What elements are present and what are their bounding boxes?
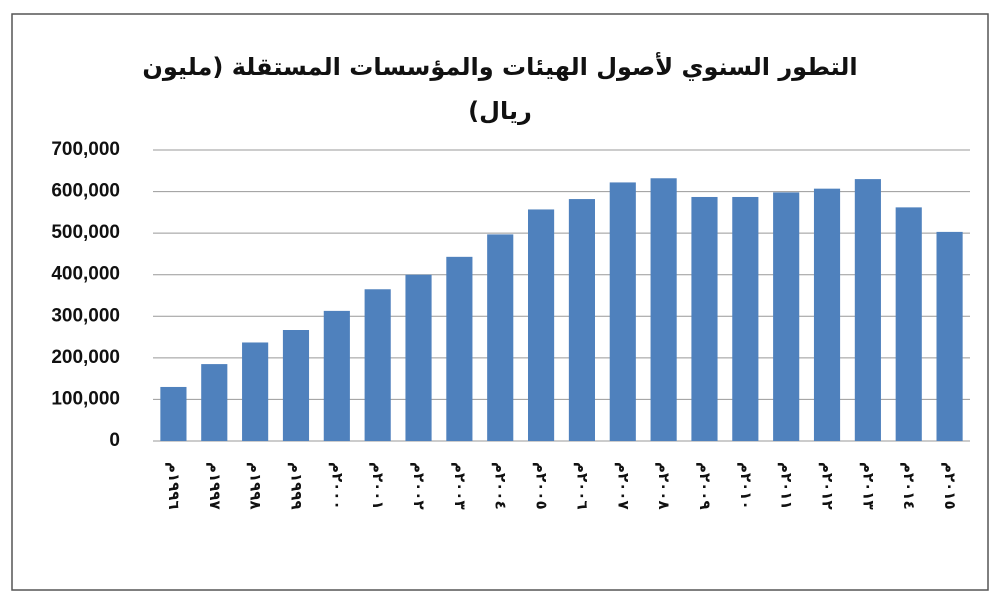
bar	[773, 192, 800, 441]
bar	[242, 342, 269, 441]
y-tick-label: 200,000	[51, 347, 120, 368]
y-tick-label: 0	[109, 430, 120, 451]
bar	[650, 178, 677, 442]
y-tick-label: 400,000	[51, 264, 120, 285]
x-tick-label: ١٩٩٦م	[165, 462, 183, 510]
bar	[895, 207, 922, 441]
bar	[323, 310, 350, 441]
y-tick-label: 300,000	[51, 305, 120, 326]
bar	[732, 196, 759, 441]
x-tick-label: ٢٠٠٠م	[328, 462, 346, 510]
x-tick-label: ٢٠١٠م	[737, 462, 755, 510]
x-tick-label: ١٩٩٧م	[206, 462, 224, 510]
y-tick-label: 500,000	[51, 222, 120, 243]
x-tick-label: ٢٠٠٢م	[410, 462, 428, 510]
x-tick-label: ٢٠٠٤م	[492, 462, 510, 510]
y-tick-label: 700,000	[51, 139, 120, 160]
x-tick-label: ١٩٩٨م	[247, 462, 265, 510]
x-tick-label: ٢٠١١م	[778, 462, 796, 510]
bar	[364, 289, 391, 441]
bar	[528, 209, 555, 441]
x-tick-label: ٢٠٠٧م	[614, 462, 632, 510]
bar	[201, 364, 228, 441]
bar	[160, 386, 187, 441]
x-tick-label: ٢٠٠١م	[369, 462, 387, 510]
x-tick-label: ٢٠٠٣م	[451, 462, 469, 510]
x-tick-label: ٢٠١٣م	[859, 462, 877, 510]
bar	[487, 234, 514, 441]
x-tick-label: ٢٠١٥م	[941, 462, 959, 510]
x-tick-label: ٢٠١٢م	[819, 462, 837, 510]
bar	[691, 196, 718, 441]
x-tick-label: ٢٠١٤م	[900, 462, 918, 510]
x-tick-label: ٢٠٠٥م	[533, 462, 551, 510]
y-tick-label: 100,000	[51, 388, 120, 409]
y-tick-label: 600,000	[51, 181, 120, 202]
x-tick-label: ٢٠٠٨م	[655, 462, 673, 510]
x-tick-label: ١٩٩٩م	[287, 462, 305, 510]
bar	[282, 330, 310, 441]
x-tick-label: ٢٠٠٦م	[573, 462, 591, 510]
bar	[813, 188, 841, 441]
bar	[854, 179, 881, 441]
bar	[568, 199, 595, 441]
chart-frame	[11, 13, 989, 591]
bar	[405, 274, 432, 441]
bar	[609, 182, 636, 441]
x-tick-label: ٢٠٠٩م	[696, 462, 714, 510]
chart-title: التطور السنوي لأصول الهيئات والمؤسسات ال…	[142, 53, 858, 125]
bar	[446, 256, 473, 441]
bar	[936, 231, 963, 441]
